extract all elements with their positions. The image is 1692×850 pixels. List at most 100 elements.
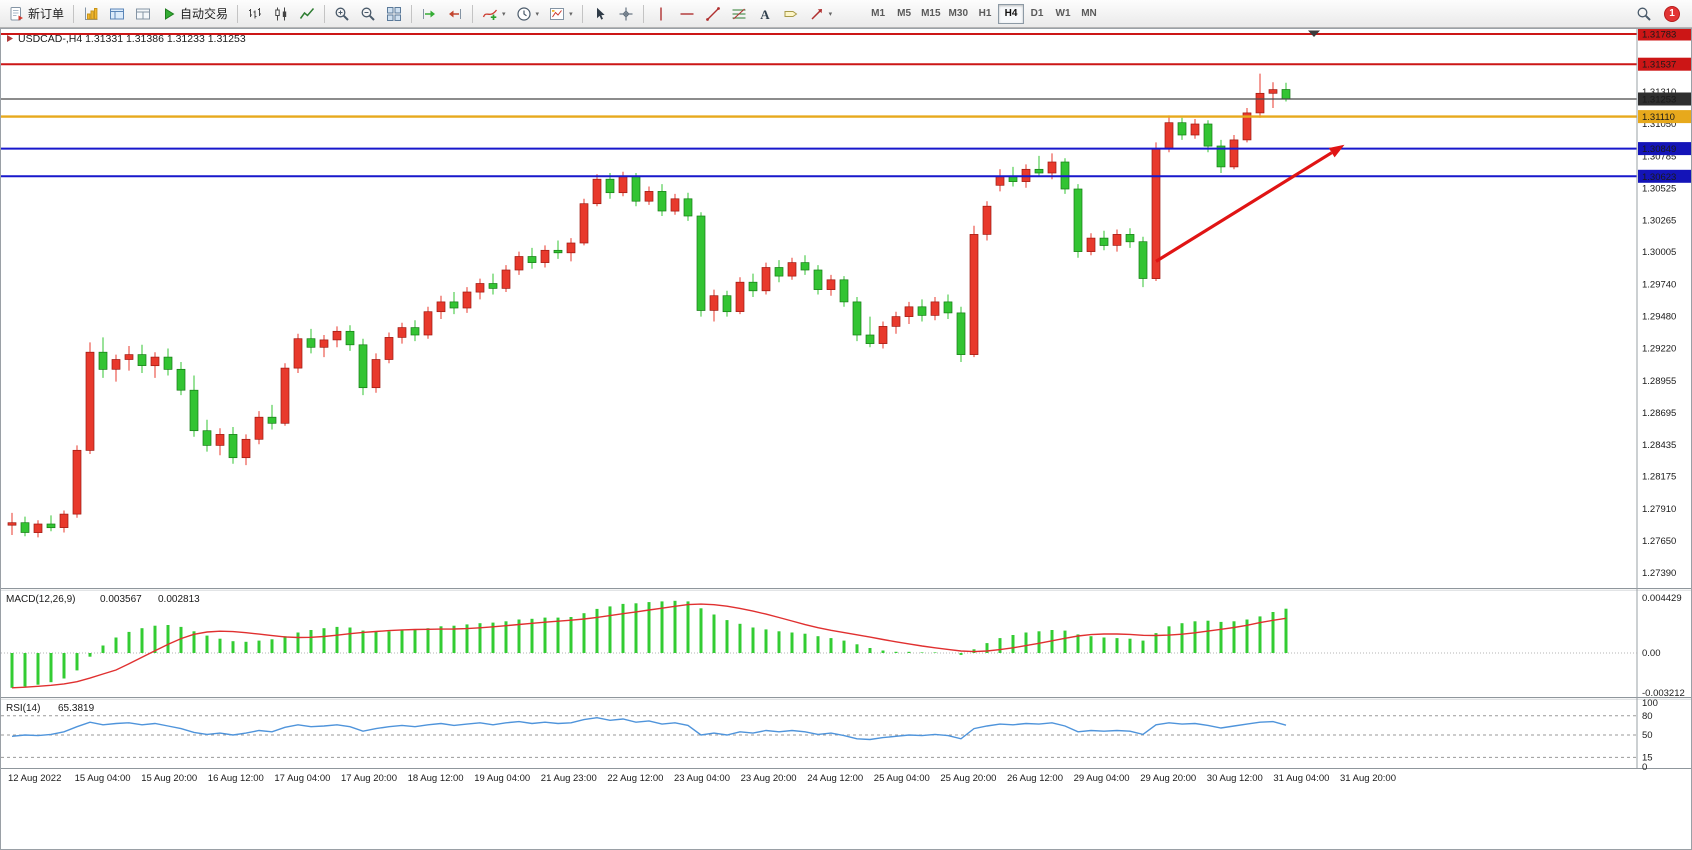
notification-badge[interactable]: 1 <box>1664 5 1680 22</box>
candle-body <box>618 176 628 194</box>
candle-body <box>293 338 303 369</box>
crosshair-button[interactable] <box>613 2 639 25</box>
current-price-tag <box>1638 92 1692 106</box>
time-axis-label: 21 Aug 23:00 <box>541 773 597 784</box>
tf-m15-button[interactable]: M15 <box>917 4 944 24</box>
support-lower-tag <box>1638 169 1692 183</box>
svg-text:1.31050: 1.31050 <box>1642 119 1676 130</box>
time-axis-label: 12 Aug 2022 <box>8 773 61 784</box>
arrows-icon <box>811 8 822 20</box>
candle-body <box>709 295 719 311</box>
periods-button[interactable]: ▾ <box>511 2 545 25</box>
trendline-tool-button[interactable] <box>700 2 726 25</box>
svg-text:1.27650: 1.27650 <box>1642 536 1676 547</box>
candle-body <box>787 262 797 277</box>
auto-scroll-button[interactable] <box>416 2 442 25</box>
arrows-tool-button[interactable]: ▾ <box>804 2 838 25</box>
tf-m1-button[interactable]: M1 <box>865 4 891 24</box>
chart-shift-icon <box>449 8 462 19</box>
time-axis-label: 17 Aug 20:00 <box>341 773 397 784</box>
profiles-icon <box>110 8 125 19</box>
support-upper-tag <box>1638 142 1692 156</box>
templates-button[interactable]: ▾ <box>544 2 578 25</box>
tf-w1-button[interactable]: W1 <box>1050 4 1076 24</box>
new-order-label: 新订单 <box>28 7 65 21</box>
data-window-button[interactable] <box>130 2 156 25</box>
candle-body <box>1190 123 1200 136</box>
tf-d1-button[interactable]: D1 <box>1024 4 1050 24</box>
svg-text:1.30623: 1.30623 <box>1642 172 1676 183</box>
candle-body <box>1099 237 1109 246</box>
cursor-button[interactable] <box>587 2 613 25</box>
tf-m30-button[interactable]: M30 <box>945 4 972 24</box>
candle-body <box>163 356 173 370</box>
new-order-icon <box>10 6 23 20</box>
toolbar-separator <box>411 4 413 23</box>
chart-background <box>0 28 1692 850</box>
candle-body <box>1203 123 1213 147</box>
new-chart-button[interactable] <box>78 2 104 25</box>
tile-windows-button[interactable] <box>381 2 407 25</box>
candle-body <box>124 354 134 360</box>
dropdown-caret-icon: ▾ <box>828 10 833 18</box>
search-button[interactable] <box>1631 2 1657 25</box>
svg-text:1.29220: 1.29220 <box>1642 344 1676 355</box>
candle-body <box>722 295 732 313</box>
rsi-label: RSI(14) <box>6 703 40 714</box>
indicators-button[interactable]: ▾ <box>477 2 511 25</box>
time-axis: 12 Aug 2022 15 Aug 04:00 15 Aug 20:00 16 Au… <box>8 773 1396 784</box>
toolbar-separator <box>642 4 644 23</box>
chart-shift-marker[interactable] <box>1308 30 1320 38</box>
candle-body <box>189 389 199 432</box>
svg-text:1.30005: 1.30005 <box>1642 247 1676 258</box>
vertical-line-tool-button[interactable] <box>648 2 674 25</box>
candle-body <box>1112 234 1122 246</box>
auto-scroll-icon <box>423 8 436 19</box>
candle-body <box>1086 237 1096 252</box>
dropdown-caret-icon: ▾ <box>502 10 506 18</box>
horizontal-lines[interactable] <box>1 33 1637 178</box>
candle-body <box>943 301 953 314</box>
price-chart-canvas[interactable]: 1.313101.310501.307851.305251.302651.300… <box>0 28 1692 850</box>
new-order-button[interactable]: 新订单 <box>4 2 69 25</box>
candle-body <box>514 256 524 271</box>
new-chart-icon <box>85 7 98 20</box>
horizontal-line-tool-button[interactable] <box>674 2 700 25</box>
candle-body <box>917 306 927 316</box>
candle-body <box>566 242 576 254</box>
candles <box>7 73 1291 538</box>
trend-arrow-head[interactable] <box>1328 144 1345 158</box>
fibonacci-tool-button[interactable] <box>726 2 752 25</box>
candlestick-chart-button[interactable] <box>268 2 294 25</box>
autotrading-button[interactable]: 自动交易 <box>156 2 233 25</box>
chart-title: USDCAD-,H4 1.31331 1.31386 1.31233 1.312… <box>7 33 246 45</box>
bar-chart-button[interactable] <box>242 2 268 25</box>
oneclick-expand-icon[interactable] <box>7 35 13 42</box>
time-axis-label: 16 Aug 12:00 <box>208 773 264 784</box>
indicators-icon <box>482 9 498 20</box>
candle-body <box>1229 139 1239 168</box>
chart-shift-button[interactable] <box>442 2 468 25</box>
search-icon <box>1637 7 1651 21</box>
trend-arrow-shaft[interactable] <box>1155 151 1333 263</box>
candle-body <box>592 178 602 205</box>
svg-text:100: 100 <box>1642 698 1658 709</box>
candle-body <box>241 438 251 459</box>
candle-body <box>202 430 212 446</box>
tf-h1-button[interactable]: H1 <box>972 4 998 24</box>
label-tool-button[interactable] <box>778 2 804 25</box>
tf-m5-button[interactable]: M5 <box>891 4 917 24</box>
zoom-in-button[interactable] <box>329 2 355 25</box>
tf-mn-button[interactable]: MN <box>1076 4 1102 24</box>
candle-body <box>761 267 771 292</box>
svg-text:1.27910: 1.27910 <box>1642 504 1676 515</box>
candle-body <box>839 279 849 303</box>
line-chart-button[interactable] <box>294 2 320 25</box>
candle-body <box>605 178 615 194</box>
text-tool-button[interactable]: A <box>752 2 778 25</box>
time-axis-label: 25 Aug 20:00 <box>940 773 996 784</box>
profiles-button[interactable] <box>104 2 130 25</box>
trend-arrow[interactable] <box>1155 144 1345 263</box>
zoom-out-button[interactable] <box>355 2 381 25</box>
tf-h4-button[interactable]: H4 <box>998 3 1024 24</box>
